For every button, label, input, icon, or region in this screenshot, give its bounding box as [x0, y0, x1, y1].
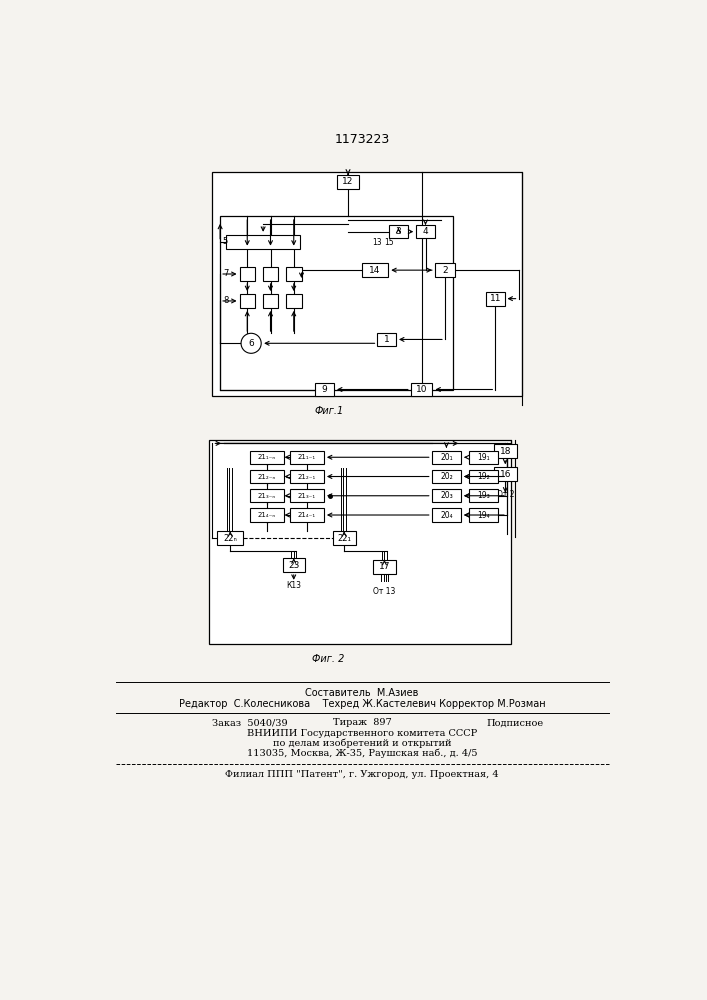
Bar: [250, 489, 284, 502]
Bar: [226, 235, 300, 249]
Bar: [493, 444, 517, 458]
Bar: [290, 489, 324, 502]
Bar: [250, 508, 284, 522]
Text: 19₃: 19₃: [477, 491, 490, 500]
Text: Филиал ППП "Патент", г. Ужгород, ул. Проектная, 4: Филиал ППП "Патент", г. Ужгород, ул. Про…: [225, 770, 498, 779]
Bar: [432, 508, 461, 522]
Circle shape: [241, 333, 261, 353]
Text: 6: 6: [248, 339, 254, 348]
Bar: [315, 383, 334, 396]
Text: 20₃: 20₃: [440, 491, 452, 500]
Text: 21₁₋ₙ: 21₁₋ₙ: [257, 454, 276, 460]
Bar: [435, 263, 455, 277]
Text: 21₄₋ₙ: 21₄₋ₙ: [257, 512, 276, 518]
Bar: [416, 225, 435, 238]
Bar: [432, 489, 461, 502]
Text: Фиг.1: Фиг.1: [314, 406, 344, 416]
Bar: [263, 294, 279, 308]
Bar: [286, 267, 301, 281]
Text: 10: 10: [416, 385, 427, 394]
Text: 20₁: 20₁: [440, 453, 452, 462]
Text: 7: 7: [223, 269, 229, 278]
Bar: [469, 470, 498, 483]
Bar: [493, 467, 517, 481]
Text: К13: К13: [286, 581, 301, 590]
Bar: [240, 267, 255, 281]
Text: 19₂: 19₂: [477, 472, 490, 481]
Text: 4: 4: [423, 227, 428, 236]
Bar: [240, 294, 255, 308]
Text: 20₂: 20₂: [440, 472, 452, 481]
Bar: [389, 225, 408, 238]
Bar: [283, 558, 305, 572]
Text: 22ₙ: 22ₙ: [223, 534, 237, 543]
Text: 21₂₋ₙ: 21₂₋ₙ: [257, 474, 276, 480]
Text: 12: 12: [342, 177, 354, 186]
Bar: [250, 470, 284, 483]
Text: 1173223: 1173223: [334, 133, 390, 146]
Text: 3: 3: [395, 227, 402, 236]
Bar: [432, 470, 461, 483]
Text: 5: 5: [222, 237, 228, 246]
Text: 11: 11: [489, 294, 501, 303]
Text: ВНИИПИ Государственного комитета СССР: ВНИИПИ Государственного комитета СССР: [247, 729, 477, 738]
Bar: [469, 489, 498, 502]
Text: Фиг. 2: Фиг. 2: [312, 654, 345, 664]
Text: 9: 9: [322, 385, 327, 394]
Bar: [217, 531, 243, 545]
Text: 2: 2: [442, 266, 448, 275]
Bar: [263, 267, 279, 281]
Text: Составитель  М.Азиев: Составитель М.Азиев: [305, 688, 419, 698]
Bar: [290, 508, 324, 522]
Text: 21₂₋₁: 21₂₋₁: [298, 474, 316, 480]
Text: 20₄: 20₄: [440, 511, 452, 520]
Bar: [378, 333, 396, 346]
Text: 14: 14: [370, 266, 381, 275]
Bar: [432, 451, 461, 464]
Text: 8: 8: [223, 296, 229, 305]
Bar: [332, 531, 356, 545]
Text: 23: 23: [288, 561, 300, 570]
Text: 21₃₋ₙ: 21₃₋ₙ: [257, 493, 276, 499]
Bar: [286, 294, 301, 308]
Text: 15: 15: [385, 238, 394, 247]
Text: 113035, Москва, Ж-35, Раушская наб., д. 4/5: 113035, Москва, Ж-35, Раушская наб., д. …: [247, 749, 477, 758]
Text: 21₁₋₁: 21₁₋₁: [298, 454, 316, 460]
Text: 13: 13: [372, 238, 382, 247]
Text: 19₄: 19₄: [477, 511, 490, 520]
Text: Заказ  5040/39: Заказ 5040/39: [212, 718, 288, 727]
Text: Подписное: Подписное: [486, 718, 543, 727]
Text: Редактор  С.Колесникова    Техред Ж.Кастелевич Корректор М.Розман: Редактор С.Колесникова Техред Ж.Кастелев…: [179, 699, 545, 709]
Bar: [220, 216, 452, 389]
Text: 18: 18: [500, 447, 511, 456]
Bar: [469, 508, 498, 522]
Bar: [209, 440, 510, 644]
Bar: [212, 172, 522, 396]
Text: 16: 16: [500, 470, 511, 479]
Text: Тираж  897: Тираж 897: [332, 718, 392, 727]
Bar: [290, 451, 324, 464]
Text: 21₃₋₁: 21₃₋₁: [298, 493, 316, 499]
Text: От 13: От 13: [373, 587, 396, 596]
Text: 19₁: 19₁: [477, 453, 490, 462]
Text: От 2: От 2: [496, 490, 514, 499]
Text: 1: 1: [384, 335, 390, 344]
Text: 21₄₋₁: 21₄₋₁: [298, 512, 316, 518]
Bar: [337, 175, 359, 189]
Bar: [250, 451, 284, 464]
Text: 22₁: 22₁: [337, 534, 351, 543]
Bar: [290, 470, 324, 483]
Text: по делам изобретений и открытий: по делам изобретений и открытий: [273, 739, 451, 748]
Bar: [469, 451, 498, 464]
Bar: [486, 292, 505, 306]
Bar: [411, 383, 433, 396]
Bar: [373, 560, 396, 574]
Bar: [362, 263, 388, 277]
Text: 17: 17: [379, 562, 390, 571]
